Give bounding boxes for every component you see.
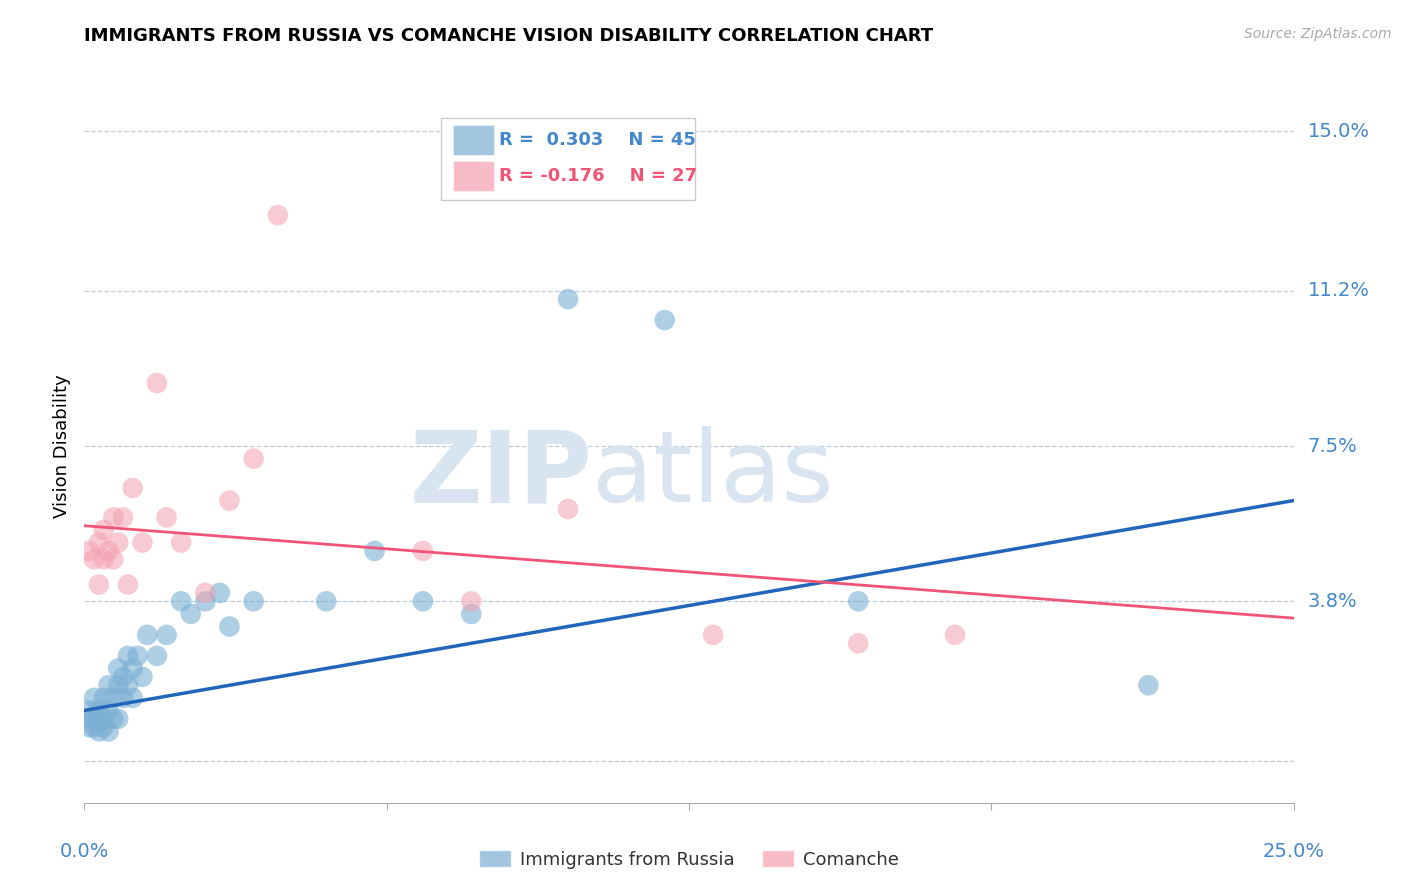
Text: 11.2%: 11.2%: [1308, 281, 1369, 301]
Point: [83, 552, 105, 566]
Y-axis label: Vision Disability: Vision Disability: [53, 374, 72, 518]
Point: [242, 594, 264, 608]
Text: 0.0%: 0.0%: [59, 842, 110, 861]
Point: [460, 594, 482, 608]
FancyBboxPatch shape: [453, 161, 495, 191]
Point: [131, 535, 153, 549]
Point: [315, 594, 337, 608]
FancyBboxPatch shape: [453, 125, 495, 155]
Point: [121, 690, 143, 705]
Point: [363, 544, 385, 558]
Point: [107, 712, 129, 726]
Point: [103, 510, 125, 524]
Point: [117, 678, 139, 692]
Point: [218, 493, 240, 508]
Point: [93, 690, 115, 705]
Point: [93, 720, 115, 734]
Point: [83, 712, 105, 726]
Point: [87, 703, 110, 717]
Point: [155, 628, 177, 642]
Text: atlas: atlas: [592, 426, 834, 523]
Point: [97, 703, 120, 717]
Point: [103, 712, 125, 726]
Point: [218, 619, 240, 633]
Point: [107, 661, 129, 675]
Point: [77, 544, 100, 558]
Point: [557, 292, 579, 306]
Point: [846, 636, 869, 650]
Point: [97, 724, 120, 739]
Point: [242, 451, 264, 466]
Point: [97, 678, 120, 692]
Text: 7.5%: 7.5%: [1308, 436, 1357, 456]
Point: [1137, 678, 1160, 692]
Point: [103, 690, 125, 705]
Point: [121, 481, 143, 495]
Point: [93, 712, 115, 726]
Point: [77, 712, 100, 726]
Point: [87, 577, 110, 591]
Point: [412, 544, 434, 558]
Point: [208, 586, 231, 600]
Text: ZIP: ZIP: [409, 426, 592, 523]
Point: [83, 690, 105, 705]
Point: [180, 607, 202, 621]
Point: [155, 510, 177, 524]
Point: [93, 552, 115, 566]
Point: [93, 523, 115, 537]
Point: [943, 628, 966, 642]
Point: [87, 716, 110, 731]
Text: 25.0%: 25.0%: [1263, 842, 1324, 861]
Point: [170, 535, 193, 549]
Point: [112, 690, 135, 705]
Point: [460, 607, 482, 621]
FancyBboxPatch shape: [441, 118, 695, 200]
Legend: Immigrants from Russia, Comanche: Immigrants from Russia, Comanche: [471, 843, 907, 876]
Point: [112, 670, 135, 684]
Point: [127, 648, 149, 663]
Text: Source: ZipAtlas.com: Source: ZipAtlas.com: [1244, 27, 1392, 41]
Text: R = -0.176    N = 27: R = -0.176 N = 27: [499, 167, 697, 185]
Point: [146, 648, 169, 663]
Point: [103, 552, 125, 566]
Point: [557, 502, 579, 516]
Point: [412, 594, 434, 608]
Point: [194, 586, 217, 600]
Point: [146, 376, 169, 390]
Point: [117, 577, 139, 591]
Text: R =  0.303    N = 45: R = 0.303 N = 45: [499, 131, 696, 149]
Text: IMMIGRANTS FROM RUSSIA VS COMANCHE VISION DISABILITY CORRELATION CHART: IMMIGRANTS FROM RUSSIA VS COMANCHE VISIO…: [84, 27, 934, 45]
Text: 3.8%: 3.8%: [1308, 591, 1357, 611]
Point: [97, 544, 120, 558]
Point: [846, 594, 869, 608]
Text: 15.0%: 15.0%: [1308, 121, 1369, 141]
Point: [654, 313, 676, 327]
Point: [112, 510, 135, 524]
Point: [87, 535, 110, 549]
Point: [77, 720, 100, 734]
Point: [107, 535, 129, 549]
Point: [87, 724, 110, 739]
Point: [194, 594, 217, 608]
Point: [107, 678, 129, 692]
Point: [117, 648, 139, 663]
Point: [267, 208, 290, 222]
Point: [83, 720, 105, 734]
Point: [131, 670, 153, 684]
Point: [702, 628, 724, 642]
Point: [121, 661, 143, 675]
Point: [136, 628, 159, 642]
Point: [170, 594, 193, 608]
Point: [77, 703, 100, 717]
